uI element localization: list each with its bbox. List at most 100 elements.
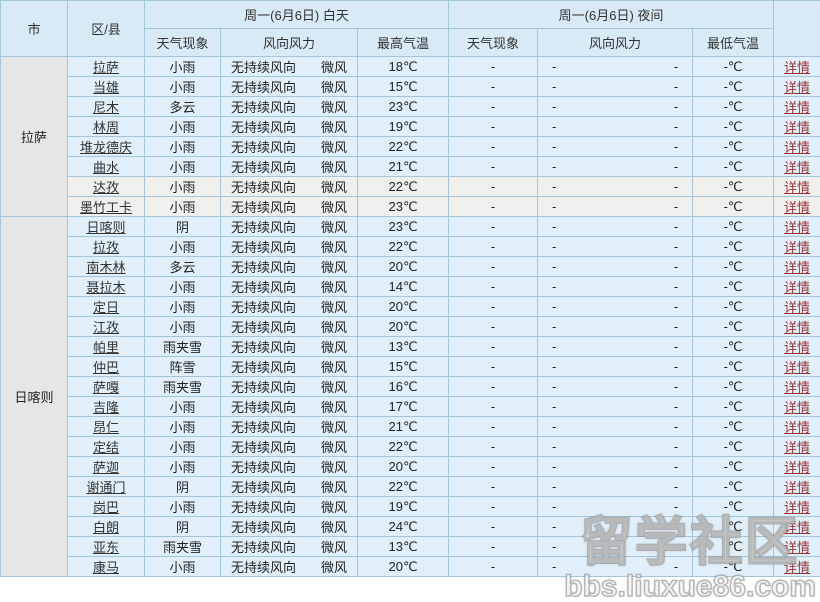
detail-cell: 详情: [773, 516, 820, 537]
wind-force: -: [673, 199, 679, 214]
day-max-temp-cell: 20℃: [356, 316, 450, 337]
district-link[interactable]: 谢通门: [86, 480, 126, 495]
night-wind-cell: --: [537, 456, 694, 477]
detail-link[interactable]: 详情: [784, 480, 811, 495]
district-link[interactable]: 当雄: [92, 80, 119, 95]
district-link[interactable]: 达孜: [92, 180, 119, 195]
day-weather-cell: 阴: [144, 516, 221, 537]
district-cell: 拉萨: [67, 56, 145, 77]
wind-force: 微风: [320, 140, 347, 155]
day-weather-cell: 小雨: [144, 416, 221, 437]
detail-link[interactable]: 详情: [784, 100, 811, 115]
wind-direction: -: [552, 339, 557, 354]
day-wind-cell: 无持续风向 微风: [220, 176, 358, 197]
detail-link[interactable]: 详情: [784, 220, 811, 235]
detail-link[interactable]: 详情: [784, 360, 811, 375]
district-cell: 定结: [67, 436, 145, 457]
night-weather-cell: -: [448, 436, 539, 457]
district-link[interactable]: 江孜: [92, 320, 119, 335]
wind-force: 微风: [320, 240, 347, 255]
detail-link[interactable]: 详情: [784, 340, 811, 355]
wind-direction: 无持续风向: [231, 500, 297, 515]
detail-link[interactable]: 详情: [784, 420, 811, 435]
district-link[interactable]: 尼木: [92, 100, 119, 115]
wind-direction: -: [552, 459, 557, 474]
detail-link[interactable]: 详情: [784, 320, 811, 335]
detail-link[interactable]: 详情: [784, 140, 811, 155]
day-max-temp-cell: 20℃: [356, 456, 450, 477]
district-link[interactable]: 林周: [92, 120, 119, 135]
day-wind-cell: 无持续风向 微风: [220, 436, 358, 457]
district-link[interactable]: 曲水: [92, 160, 119, 175]
district-link[interactable]: 亚东: [92, 540, 119, 555]
wind-force: -: [673, 279, 679, 294]
district-link[interactable]: 萨嘎: [92, 380, 119, 395]
district-link[interactable]: 墨竹工卡: [79, 200, 132, 215]
night-wind-cell: --: [537, 556, 694, 577]
district-link[interactable]: 吉隆: [92, 400, 119, 415]
detail-link[interactable]: 详情: [784, 80, 811, 95]
district-link[interactable]: 聂拉木: [86, 280, 126, 295]
wind-direction: 无持续风向: [231, 240, 297, 255]
wind-direction: -: [552, 219, 557, 234]
night-wind-cell: --: [537, 336, 694, 357]
district-link[interactable]: 帕里: [92, 340, 119, 355]
night-wind-cell: --: [537, 196, 694, 217]
wind-direction: 无持续风向: [231, 380, 297, 395]
detail-link[interactable]: 详情: [784, 380, 811, 395]
night-min-temp-cell: -℃: [692, 476, 775, 497]
district-link[interactable]: 白朗: [92, 520, 119, 535]
day-weather-cell: 小雨: [144, 196, 221, 217]
detail-link[interactable]: 详情: [784, 120, 811, 135]
district-link[interactable]: 岗巴: [92, 500, 119, 515]
district-link[interactable]: 定结: [92, 440, 119, 455]
detail-cell: 详情: [773, 316, 820, 337]
detail-link[interactable]: 详情: [784, 400, 811, 415]
night-wind-cell: --: [537, 396, 694, 417]
district-link[interactable]: 仲巴: [92, 360, 119, 375]
detail-link[interactable]: 详情: [784, 500, 811, 515]
day-weather-cell: 雨夹雪: [144, 336, 221, 357]
district-link[interactable]: 昂仁: [92, 420, 119, 435]
district-link[interactable]: 拉萨: [92, 60, 119, 75]
district-link[interactable]: 南木林: [86, 260, 126, 275]
district-link[interactable]: 康马: [92, 560, 119, 575]
district-link[interactable]: 定日: [92, 300, 119, 315]
wind-direction: -: [552, 399, 557, 414]
wind-force: -: [673, 139, 679, 154]
detail-link[interactable]: 详情: [784, 180, 811, 195]
detail-link[interactable]: 详情: [784, 260, 811, 275]
detail-link[interactable]: 详情: [784, 60, 811, 75]
header-night-group: 周一(6月6日) 夜间: [448, 0, 775, 29]
detail-link[interactable]: 详情: [784, 160, 811, 175]
wind-force: -: [673, 59, 679, 74]
day-weather-cell: 阵雪: [144, 356, 221, 377]
day-wind-cell: 无持续风向 微风: [220, 296, 358, 317]
day-wind-cell: 无持续风向 微风: [220, 416, 358, 437]
night-wind-cell: --: [537, 356, 694, 377]
day-weather-cell: 小雨: [144, 456, 221, 477]
wind-direction: -: [552, 359, 557, 374]
night-weather-cell: -: [448, 376, 539, 397]
night-wind-cell: --: [537, 256, 694, 277]
night-weather-cell: -: [448, 456, 539, 477]
district-link[interactable]: 堆龙德庆: [79, 140, 132, 155]
district-link[interactable]: 拉孜: [92, 240, 119, 255]
wind-force: 微风: [320, 380, 347, 395]
wind-direction: -: [552, 99, 557, 114]
detail-link[interactable]: 详情: [784, 240, 811, 255]
day-wind-cell: 无持续风向 微风: [220, 376, 358, 397]
day-wind-cell: 无持续风向 微风: [220, 556, 358, 577]
wind-force: -: [673, 439, 679, 454]
table-row: 昂仁 小雨 无持续风向 微风 21℃ - - - -℃ 详情: [1, 416, 820, 437]
district-link[interactable]: 萨迦: [92, 460, 119, 475]
detail-link[interactable]: 详情: [784, 280, 811, 295]
detail-link[interactable]: 详情: [784, 560, 811, 575]
detail-link[interactable]: 详情: [784, 440, 811, 455]
detail-link[interactable]: 详情: [784, 520, 811, 535]
detail-link[interactable]: 详情: [784, 300, 811, 315]
detail-link[interactable]: 详情: [784, 200, 811, 215]
detail-link[interactable]: 详情: [784, 540, 811, 555]
district-link[interactable]: 日喀则: [86, 220, 126, 235]
detail-link[interactable]: 详情: [784, 460, 811, 475]
